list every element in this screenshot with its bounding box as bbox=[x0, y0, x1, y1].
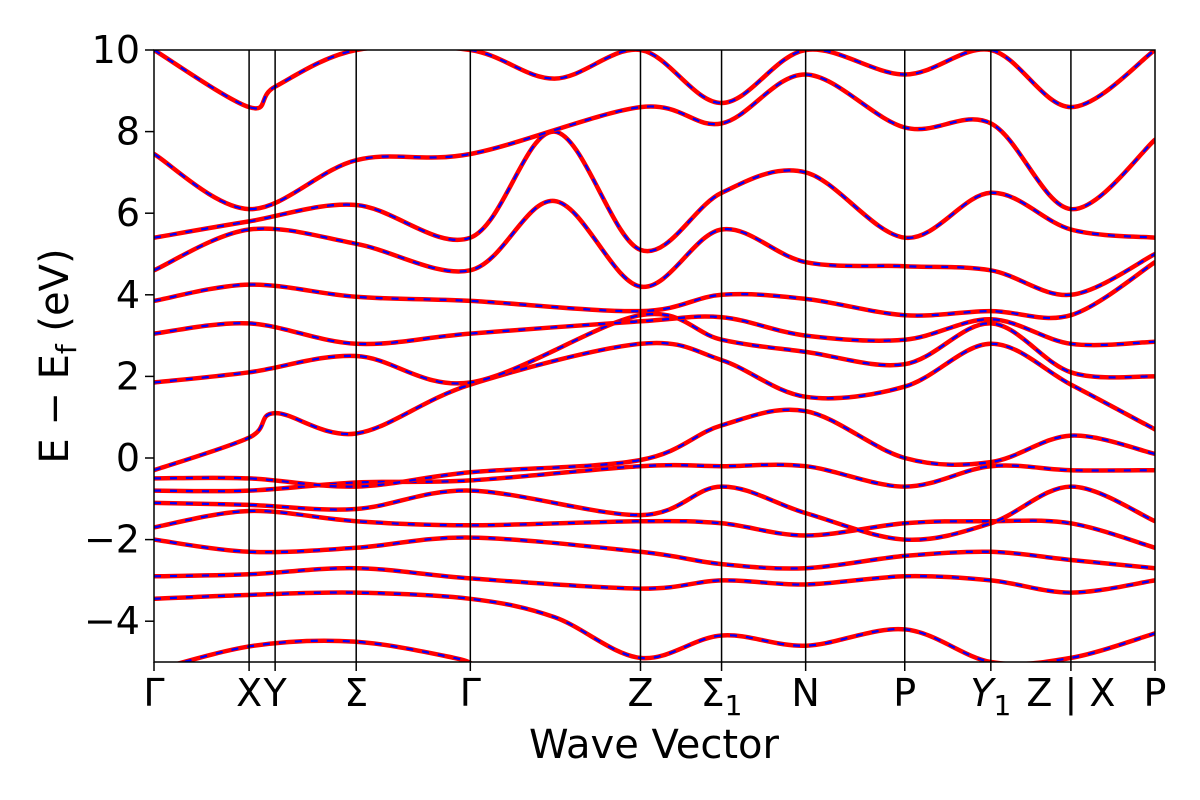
x-tick-label-text-5: Z bbox=[627, 671, 653, 715]
band-11-dashed bbox=[154, 261, 1155, 320]
x-tick-label-text-6: Σ bbox=[701, 671, 725, 715]
x-tick-label-text-3: Σ bbox=[344, 671, 368, 715]
x-tick-label-5: Z bbox=[627, 671, 653, 715]
x-tick-label-2: Y bbox=[263, 671, 288, 715]
x-tick-label-sub-9: 1 bbox=[994, 689, 1012, 722]
x-tick-label-9: Y1 bbox=[970, 671, 1011, 722]
x-tick-label-1: X bbox=[236, 671, 262, 715]
x-tick-label-text-1: X bbox=[236, 671, 262, 715]
x-tick-label-text-9: Y bbox=[970, 671, 996, 715]
band-14-solid bbox=[154, 72, 1155, 212]
band-9-solid bbox=[154, 311, 1155, 386]
x-tick-label-10: Z | X bbox=[1026, 671, 1115, 716]
band-10-solid bbox=[154, 314, 1155, 348]
y-tick-label-0: −4 bbox=[84, 599, 140, 643]
x-tick-label-text-4: Γ bbox=[460, 671, 481, 715]
x-tick-label-text-10: Z | X bbox=[1026, 671, 1115, 716]
x-tick-label-text-8: P bbox=[893, 671, 916, 715]
y-axis: −4 −2 0 2 4 6 8 10 bbox=[84, 28, 154, 643]
bands-layer bbox=[154, 50, 1155, 662]
band-1-solid bbox=[154, 590, 1155, 662]
band-7-dashed bbox=[154, 408, 1155, 488]
y-tick-label-3: 2 bbox=[116, 354, 140, 398]
x-tick-label-11: P bbox=[1144, 671, 1167, 715]
band-5-dashed bbox=[154, 485, 1155, 541]
y-axis-label: E − Ef (eV) bbox=[32, 248, 83, 463]
band-0-solid bbox=[175, 638, 473, 662]
band-9-dashed bbox=[154, 312, 1155, 385]
band-6-dashed bbox=[154, 463, 1155, 493]
band-3-dashed bbox=[154, 536, 1155, 570]
y-tick-label-2: 0 bbox=[116, 436, 140, 480]
x-tick-label-text-7: N bbox=[791, 671, 819, 715]
y-tick-label-4: 4 bbox=[116, 273, 140, 317]
band-1-dashed bbox=[154, 591, 1155, 662]
x-tick-label-0: Γ bbox=[143, 671, 164, 715]
x-tick-label-4: Γ bbox=[460, 671, 481, 715]
y-axis-label-unit: (eV) bbox=[32, 248, 78, 344]
band-14-dashed bbox=[154, 73, 1155, 211]
x-tick-label-text-2: Y bbox=[263, 671, 288, 715]
y-axis-label-sub: f bbox=[50, 343, 83, 354]
x-tick-label-sub-6: 1 bbox=[725, 689, 743, 722]
x-tick-label-text-11: P bbox=[1144, 671, 1167, 715]
x-tick-label-8: P bbox=[893, 671, 916, 715]
y-axis-label-main: E − E bbox=[32, 354, 78, 464]
plot-frame bbox=[153, 49, 1156, 663]
x-axis-label: Wave Vector bbox=[529, 722, 780, 768]
x-tick-label-7: N bbox=[791, 671, 819, 715]
y-tick-label-7: 10 bbox=[92, 28, 140, 72]
x-tick-label-6: Σ1 bbox=[701, 671, 743, 722]
y-tick-label-5: 6 bbox=[116, 191, 140, 235]
high-symmetry-lines bbox=[248, 50, 1072, 662]
x-tick-label-3: Σ bbox=[344, 671, 368, 715]
band-11-solid bbox=[154, 259, 1155, 321]
y-tick-label-1: −2 bbox=[84, 518, 140, 562]
x-tick-label-text-0: Γ bbox=[143, 671, 164, 715]
band-2-solid bbox=[154, 565, 1155, 595]
y-tick-label-6: 8 bbox=[116, 110, 140, 154]
band-0-dashed bbox=[179, 639, 472, 662]
